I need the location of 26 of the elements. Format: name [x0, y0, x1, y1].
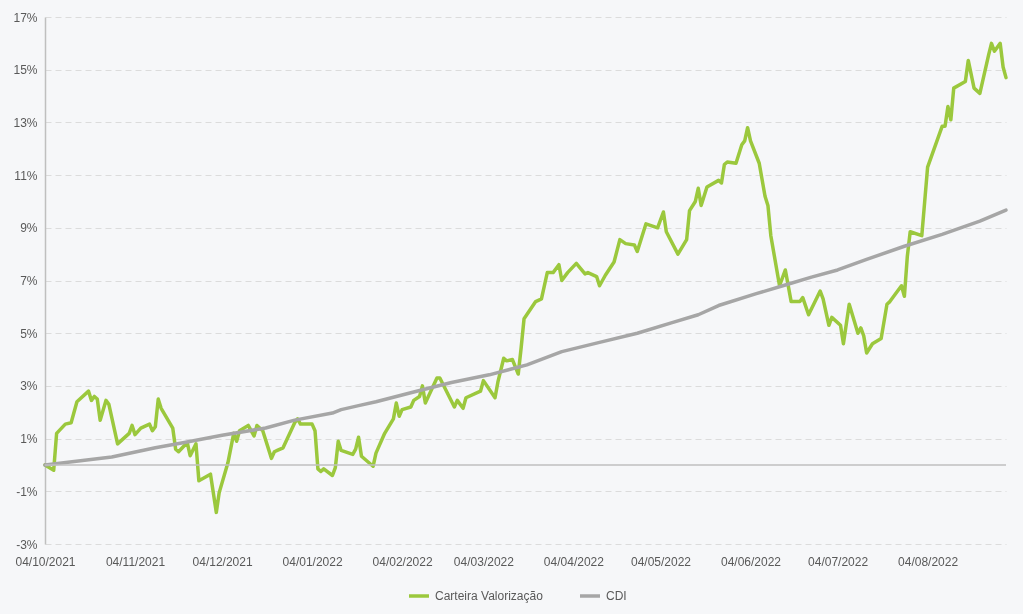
x-tick-label: 04/12/2021: [192, 554, 253, 569]
y-tick-label: -1%: [16, 484, 38, 499]
y-tick-label: 11%: [14, 168, 38, 183]
y-tick-label: 17%: [13, 10, 38, 25]
x-tick-label: 04/01/2022: [282, 554, 343, 569]
x-tick-label: 04/08/2022: [898, 554, 959, 569]
y-tick-label: 3%: [20, 379, 38, 394]
legend-label: CDI: [606, 589, 627, 603]
x-tick-label: 04/07/2022: [808, 554, 869, 569]
y-tick-label: 9%: [20, 221, 38, 236]
line-series: [43, 41, 1008, 515]
y-tick-label: 1%: [20, 432, 38, 447]
x-tick-label: 04/11/2021: [105, 554, 166, 569]
x-tick-label: 04/05/2022: [630, 554, 692, 569]
y-tick-label: 13%: [13, 115, 38, 130]
y-tick-label: 7%: [20, 274, 38, 288]
x-tick-label: 04/03/2022: [453, 554, 515, 569]
y-tick-label: -3%: [16, 537, 38, 552]
x-tick-label: 04/10/2021: [15, 554, 76, 569]
x-tick-label: 04/04/2022: [543, 554, 605, 569]
y-tick-label: 15%: [13, 63, 38, 78]
y-tick-label: 5%: [20, 326, 38, 341]
legend-label: Carteira Valorização: [435, 589, 544, 603]
line-series: [43, 208, 1008, 467]
x-tick-label: 04/02/2022: [372, 554, 433, 569]
x-tick-label: 04/06/2022: [720, 554, 782, 569]
